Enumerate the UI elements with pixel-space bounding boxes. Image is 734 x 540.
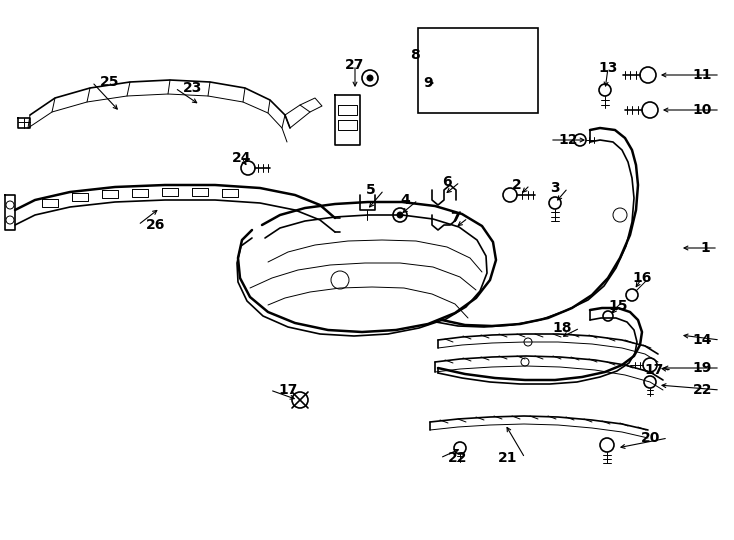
Text: 17: 17 (278, 383, 297, 397)
Circle shape (367, 75, 373, 81)
Circle shape (397, 212, 403, 218)
Text: 21: 21 (498, 451, 517, 465)
Text: 23: 23 (183, 81, 203, 95)
Text: 11: 11 (692, 68, 712, 82)
Text: 15: 15 (608, 299, 628, 313)
Text: 27: 27 (345, 58, 365, 72)
Text: 9: 9 (424, 76, 433, 90)
Text: 22: 22 (448, 451, 468, 465)
Text: 8: 8 (410, 48, 420, 62)
Text: 3: 3 (550, 181, 560, 195)
Text: 13: 13 (598, 61, 618, 75)
Text: 6: 6 (443, 175, 452, 189)
Bar (418, 28, 538, 113)
Text: 14: 14 (692, 333, 712, 347)
Text: 10: 10 (693, 103, 712, 117)
Text: 12: 12 (558, 133, 578, 147)
Text: 25: 25 (100, 75, 120, 89)
Text: 4: 4 (400, 193, 410, 207)
Text: 22: 22 (692, 383, 712, 397)
Text: 20: 20 (641, 431, 660, 445)
Text: 19: 19 (693, 361, 712, 375)
Text: 17: 17 (644, 363, 664, 377)
Text: 24: 24 (232, 151, 252, 165)
Text: 26: 26 (146, 218, 165, 232)
Text: 7: 7 (451, 211, 460, 225)
Text: 5: 5 (366, 183, 376, 197)
Text: 1: 1 (700, 241, 710, 255)
Text: 2: 2 (512, 178, 522, 192)
Text: 18: 18 (553, 321, 572, 335)
Text: 16: 16 (632, 271, 652, 285)
